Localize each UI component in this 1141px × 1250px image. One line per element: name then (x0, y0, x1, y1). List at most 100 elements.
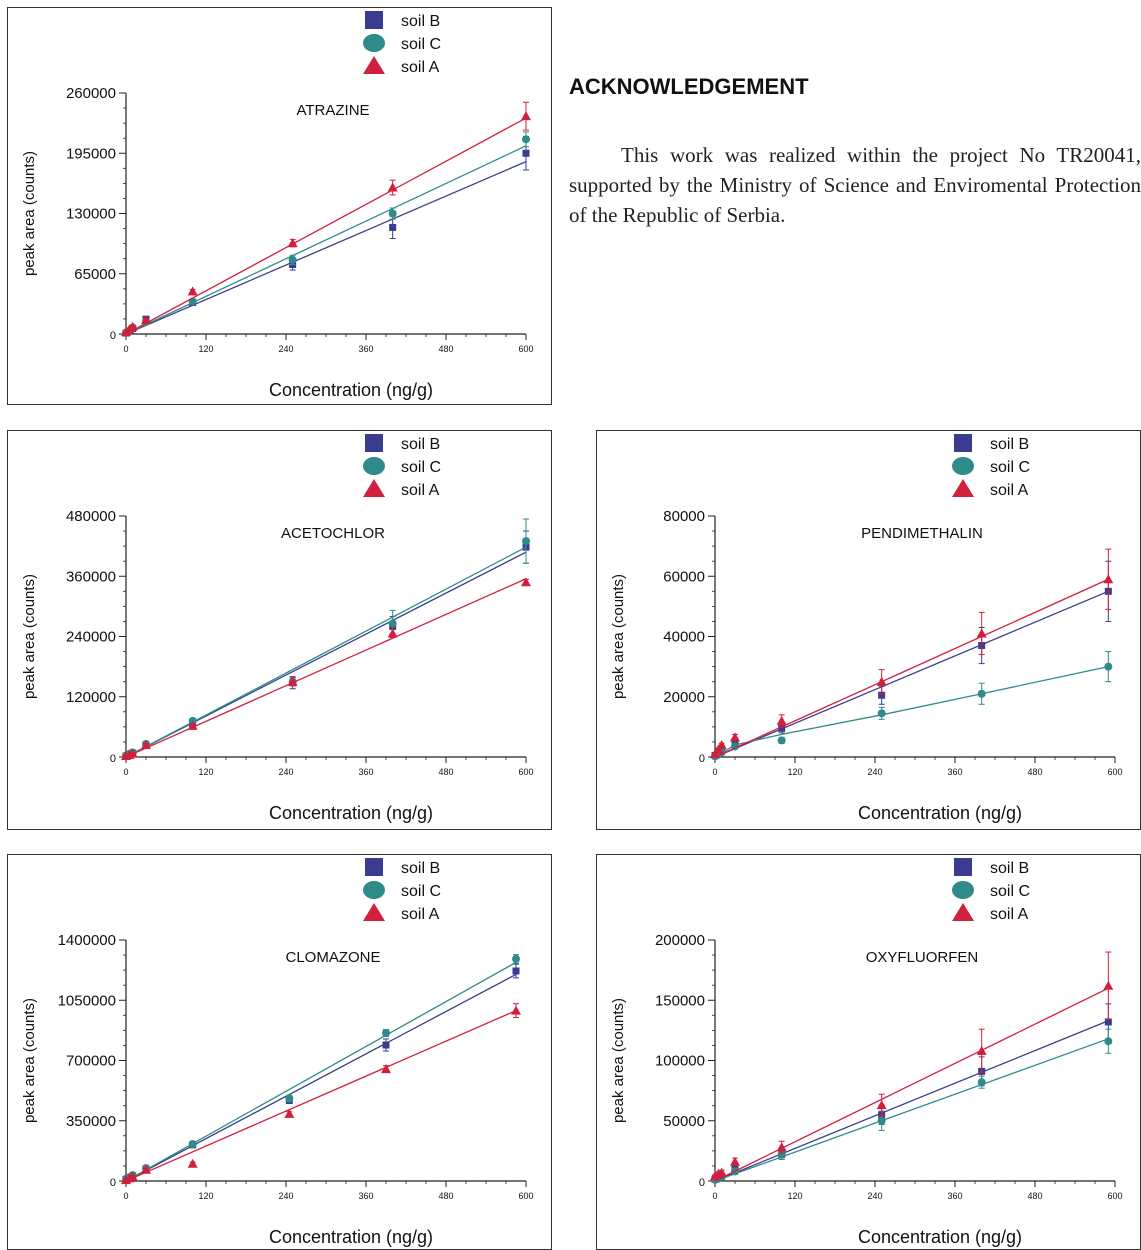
x-tick-label: 480 (438, 344, 453, 354)
data-point (710, 748, 720, 758)
y-tick-label: 1400000 (58, 932, 116, 949)
data-point (878, 691, 886, 699)
x-tick-label: 600 (518, 767, 533, 777)
fit-line-soil_a (125, 578, 527, 758)
legend-marker-soil-b (954, 858, 972, 876)
acknowledgement-title: ACKNOWLEDGEMENT (569, 74, 809, 99)
legend-label-soil-b: soil B (401, 860, 440, 877)
data-point (877, 709, 886, 718)
x-tick-label: 120 (198, 1191, 213, 1201)
y-tick-label: 240000 (66, 629, 116, 646)
y-tick-label: 1050000 (58, 992, 116, 1009)
fit-line-soil_b (714, 590, 1109, 758)
data-point (512, 967, 520, 975)
y-tick-label: 150000 (655, 992, 705, 1009)
legend-marker-soil-b (365, 858, 383, 876)
data-point (716, 1167, 727, 1177)
fit-line-soil_b (125, 160, 527, 335)
data-point (1103, 574, 1114, 584)
x-tick-label: 600 (1107, 1191, 1122, 1201)
x-tick-label: 240 (278, 344, 293, 354)
y-tick-label: 480000 (66, 508, 116, 525)
fit-line-soil_b (714, 1020, 1109, 1182)
data-point (141, 1164, 151, 1174)
legend-marker-soil-b (954, 434, 972, 452)
x-axis-label: Concentration (ng/g) (269, 803, 433, 823)
x-tick-label: 600 (1107, 767, 1122, 777)
data-point (977, 689, 986, 698)
acknowledgement-text: This work was realized within the projec… (569, 143, 1141, 227)
chart-panel-acetochlor: 0 120000 240000 360000 480000 0 120 240 360 480 60… (7, 430, 552, 830)
data-point (713, 744, 724, 754)
chart-title: CLOMAZONE (285, 949, 380, 966)
chart-title: OXYFLUORFEN (866, 949, 979, 966)
x-tick-label: 0 (123, 344, 128, 354)
data-point (876, 676, 887, 686)
fit-line-soil_a (714, 987, 1109, 1182)
data-point (877, 1116, 886, 1125)
y-tick-label: 360000 (66, 568, 116, 585)
data-point (381, 1064, 391, 1074)
x-tick-label: 0 (712, 767, 717, 777)
legend: soil B soil C soil A (363, 858, 441, 923)
chart-svg: 0 350000 700000 1050000 1400000 0 120 240 360 480… (21, 858, 534, 1247)
data-point (388, 209, 397, 218)
y-axis-label: peak area (counts) (21, 151, 38, 276)
series-soil_c (122, 954, 520, 1183)
fit-line-soil_b (125, 973, 517, 1182)
x-tick-label: 0 (712, 1191, 717, 1201)
legend-marker-soil-a (952, 903, 974, 921)
data-point (776, 715, 787, 725)
data-point (187, 1158, 198, 1168)
series-soil_c (711, 1028, 1113, 1184)
data-point (778, 724, 786, 732)
y-tick-label: 350000 (66, 1113, 116, 1130)
y-tick-label: 130000 (66, 206, 116, 223)
y-tick-label: 0 (699, 753, 705, 765)
data-point (521, 111, 531, 121)
data-point (127, 748, 138, 758)
y-tick-label: 40000 (663, 629, 705, 646)
legend-label-soil-a: soil A (401, 482, 440, 499)
legend-marker-soil-a (952, 479, 974, 497)
data-point (731, 738, 739, 746)
fit-line-soil_c (125, 145, 527, 335)
x-tick-label: 240 (867, 1191, 882, 1201)
series-soil_a (121, 1003, 521, 1185)
legend-label-soil-c: soil C (990, 459, 1030, 476)
data-point (1104, 662, 1113, 671)
y-tick-label: 200000 (655, 932, 705, 949)
x-tick-label: 120 (787, 767, 802, 777)
series-soil_b (711, 1003, 1112, 1183)
x-axis-label: Concentration (ng/g) (269, 380, 433, 400)
data-point (730, 732, 740, 742)
data-point (521, 577, 531, 587)
data-point (188, 1139, 197, 1148)
series-soil_a (121, 101, 531, 337)
data-point (284, 1108, 295, 1118)
legend: soil B soil C soil A (952, 434, 1030, 499)
legend-marker-soil-c (952, 457, 974, 475)
fit-line-soil_c (714, 1038, 1109, 1182)
series-soil_a (710, 951, 1114, 1182)
data-point (387, 182, 398, 192)
data-point (716, 739, 727, 749)
chart-svg: 0 65000 130000 195000 260000 0 120 240 360 480 600… (21, 11, 534, 400)
legend-marker-soil-a (363, 479, 385, 497)
data-point (187, 720, 198, 730)
data-point (1103, 980, 1114, 990)
x-tick-label: 120 (198, 344, 213, 354)
y-tick-label: 60000 (663, 568, 705, 585)
legend: soil B soil C soil A (363, 434, 441, 499)
x-axis-label: Concentration (ng/g) (858, 1227, 1022, 1247)
legend-marker-soil-c (952, 881, 974, 899)
legend-marker-soil-a (363, 56, 385, 74)
data-point (287, 238, 298, 248)
fit-line-soil_b (125, 551, 527, 758)
chart-panel-pendimethalin: 0 20000 40000 60000 80000 0 120 240 360 480 600 PEN… (596, 430, 1141, 830)
data-point (287, 676, 298, 686)
x-tick-label: 120 (787, 1191, 802, 1201)
y-axis-label: peak area (counts) (21, 574, 38, 699)
legend-marker-soil-c (363, 457, 385, 475)
y-tick-label: 20000 (663, 689, 705, 706)
